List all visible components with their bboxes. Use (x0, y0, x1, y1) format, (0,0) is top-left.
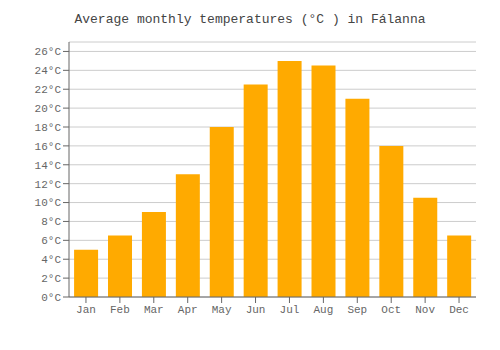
svg-text:14°C: 14°C (35, 160, 62, 172)
svg-text:22°C: 22°C (35, 84, 62, 96)
svg-text:Jul: Jul (280, 304, 300, 316)
svg-text:Apr: Apr (178, 304, 198, 316)
svg-text:2°C: 2°C (41, 273, 61, 285)
svg-text:Sep: Sep (347, 304, 367, 316)
svg-text:May: May (212, 304, 232, 316)
svg-text:Feb: Feb (110, 304, 130, 316)
svg-text:12°C: 12°C (35, 179, 62, 191)
svg-text:0°C: 0°C (41, 292, 61, 304)
svg-text:26°C: 26°C (35, 46, 62, 58)
svg-text:Mar: Mar (144, 304, 164, 316)
svg-text:18°C: 18°C (35, 122, 62, 134)
svg-text:Nov: Nov (415, 304, 435, 316)
svg-text:Aug: Aug (313, 304, 333, 316)
svg-text:24°C: 24°C (35, 65, 62, 77)
svg-text:Jan: Jan (76, 304, 96, 316)
svg-text:16°C: 16°C (35, 141, 62, 153)
svg-text:8°C: 8°C (41, 216, 61, 228)
svg-text:Oct: Oct (381, 304, 401, 316)
svg-text:4°C: 4°C (41, 254, 61, 266)
svg-text:Jun: Jun (246, 304, 266, 316)
svg-text:20°C: 20°C (35, 103, 62, 115)
svg-text:6°C: 6°C (41, 235, 61, 247)
html-text:Average monthly temperatures (: Average monthly temperatures (°C ) in Fá… (74, 12, 426, 27)
svg-text:Dec: Dec (449, 304, 469, 316)
svg-text:10°C: 10°C (35, 197, 62, 209)
